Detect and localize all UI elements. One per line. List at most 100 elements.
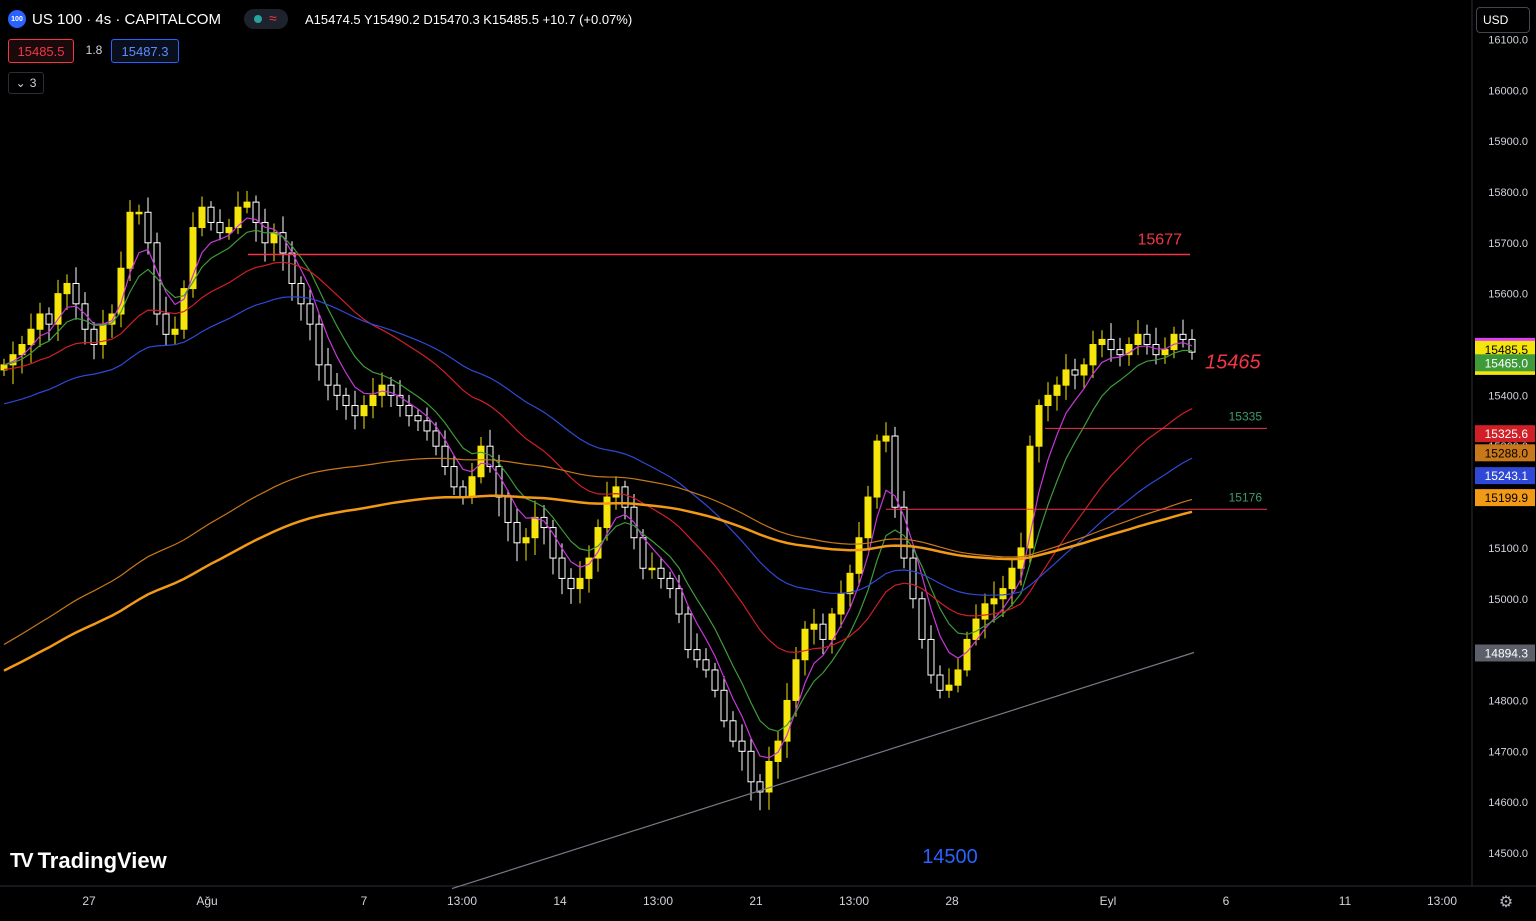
price-badge: [1475, 644, 1535, 662]
candle-down: [432, 430, 440, 447]
candle-up: [0, 364, 8, 371]
candle-up: [171, 328, 179, 335]
candle-down: [252, 201, 260, 223]
price-badge-label: 15243.1: [1485, 469, 1529, 483]
candle-up: [1161, 349, 1169, 356]
x-tick-label: 13:00: [839, 894, 869, 908]
spread-value: 1.8: [85, 43, 103, 57]
candle-up: [18, 344, 26, 356]
candle-down: [900, 506, 908, 559]
candle-down: [711, 669, 719, 691]
price-badge-label: 15485.5: [1485, 343, 1529, 357]
y-tick-label: 14500.0: [1488, 848, 1528, 860]
symbol-badge-icon: 100: [8, 10, 26, 28]
level-label-15176: 15176: [1229, 490, 1263, 504]
candle-down: [891, 435, 899, 508]
candle-down: [1152, 344, 1160, 356]
x-tick-label: Eyl: [1100, 894, 1117, 908]
level-label-15465: 15465: [1205, 351, 1261, 373]
candle-down: [459, 486, 467, 498]
candle-down: [306, 303, 314, 325]
candle-up: [945, 684, 953, 691]
candle-up: [954, 669, 962, 686]
ma-orange-thick-line: [3, 494, 1193, 672]
candle-up: [648, 567, 656, 571]
indicators-collapse-button[interactable]: ⌄ 3: [8, 72, 44, 94]
candle-down: [504, 496, 512, 523]
candle-up: [828, 613, 836, 640]
candle-down: [207, 206, 215, 223]
candle-down: [495, 466, 503, 498]
candle-down: [387, 384, 395, 396]
price-badge: [1475, 425, 1535, 443]
candle-down: [513, 521, 521, 544]
candle-down: [396, 394, 404, 407]
candle-down: [720, 689, 728, 722]
currency-selector[interactable]: USD: [1476, 7, 1530, 33]
candle-up: [522, 537, 530, 544]
ma-orange-thin-line: [3, 457, 1193, 646]
candle-down: [1071, 369, 1079, 376]
candle-down: [540, 516, 548, 529]
price-badge: [1475, 444, 1535, 462]
candle-down: [333, 384, 341, 396]
candle-up: [36, 313, 44, 330]
candle-up: [1026, 445, 1034, 549]
y-tick-label: 15100.0: [1488, 543, 1528, 555]
candle-down: [927, 638, 935, 676]
candle-up: [1044, 394, 1052, 407]
candle-up: [1008, 567, 1016, 590]
sell-price-button[interactable]: 15485.5: [8, 39, 74, 63]
candle-up: [864, 496, 872, 539]
candle-down: [666, 577, 674, 590]
y-tick-label: 15800.0: [1488, 187, 1528, 199]
candle-down: [486, 445, 494, 468]
candle-down: [1107, 338, 1115, 351]
candle-down: [1179, 333, 1187, 340]
candle-up: [810, 623, 818, 630]
candle-down: [1143, 333, 1151, 345]
candle-up: [873, 440, 881, 498]
candle-down: [909, 557, 917, 600]
x-tick-label: 13:00: [1427, 894, 1457, 908]
trend-line: [451, 651, 1195, 890]
y-tick-label: 15000.0: [1488, 594, 1528, 606]
x-tick-label: 13:00: [643, 894, 673, 908]
tradingview-logo[interactable]: TV TradingView: [10, 848, 167, 874]
candle-up: [477, 445, 485, 478]
price-badge-label: 15325.6: [1485, 427, 1529, 441]
candle-up: [999, 588, 1007, 600]
candle-down: [315, 323, 323, 366]
candle-up: [801, 628, 809, 661]
buy-price-button[interactable]: 15487.3: [111, 39, 179, 63]
candle-down: [405, 405, 413, 417]
candle-up: [378, 384, 386, 396]
candle-up: [126, 211, 134, 269]
gear-icon[interactable]: ⚙: [1498, 894, 1514, 911]
candle-down: [756, 781, 764, 793]
price-badge: [1475, 489, 1535, 507]
candle-up: [54, 293, 62, 325]
candle-down: [72, 282, 80, 305]
candle-down: [297, 282, 305, 305]
y-tick-label: 16100.0: [1488, 34, 1528, 46]
candle-down: [549, 527, 557, 559]
candle-down: [684, 613, 692, 651]
x-tick-label: 7: [361, 894, 368, 908]
candle-down: [414, 415, 422, 422]
candle-up: [963, 638, 971, 671]
market-status-pill[interactable]: ≈: [244, 9, 288, 29]
x-tick-label: 11: [1339, 894, 1352, 908]
symbol-title[interactable]: US 100 · 4s · CAPITALCOM: [32, 11, 221, 28]
y-tick-label: 14800.0: [1488, 695, 1528, 707]
candle-up: [1089, 344, 1097, 366]
candle-up: [1125, 344, 1133, 356]
candle-down: [441, 445, 449, 468]
candle-up: [972, 618, 980, 640]
x-tick-label: 6: [1223, 894, 1230, 908]
level-label-14500: 14500: [922, 846, 978, 868]
candle-up: [1062, 369, 1070, 386]
y-tick-label: 16000.0: [1488, 85, 1528, 97]
